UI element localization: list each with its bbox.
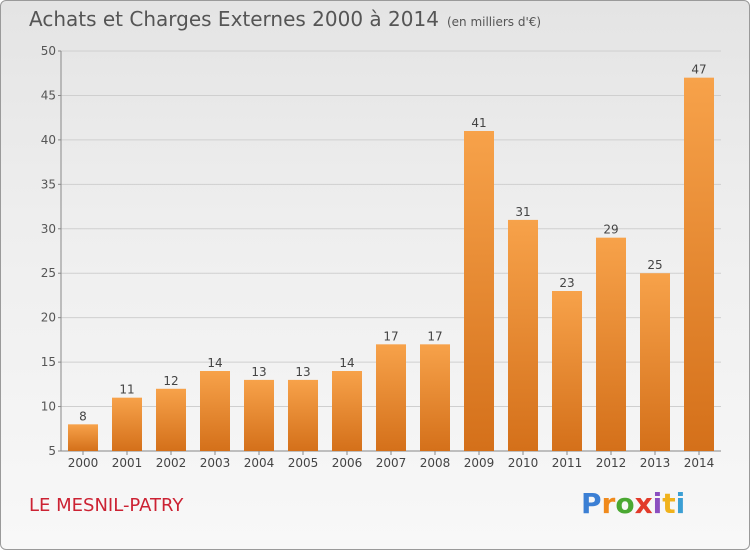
chart-title-text: Achats et Charges Externes 2000 à 2014 [29,7,439,31]
y-tick-label: 15 [41,355,56,369]
bar-value-label: 31 [515,205,530,219]
x-tick-label: 2002 [156,456,187,470]
bar-value-label: 11 [119,383,134,397]
bar [420,344,450,451]
unit-label: (en milliers d'€) [446,15,542,29]
bar-value-label: 12 [163,374,178,388]
x-tick-label: 2000 [68,456,99,470]
bars [68,77,714,452]
bar-value-label: 25 [647,258,662,272]
bar [244,379,274,451]
logo-letter: r [601,487,616,520]
bar [640,273,670,451]
x-tick-label: 2006 [332,456,363,470]
bar-value-label: 23 [559,276,574,290]
bar [376,344,406,451]
bar-value-label: 13 [295,365,310,379]
bar-value-label: 14 [207,356,222,370]
bar-value-label: 29 [603,223,618,237]
logo-letter: x [634,487,653,520]
y-tick-label: 10 [41,400,56,414]
y-tick-label: 40 [41,133,56,147]
bar-value-label: 17 [383,329,398,343]
bar [464,131,494,451]
x-tick-label: 2011 [552,456,583,470]
bar [552,291,582,451]
bar [112,397,142,451]
y-tick-label: 20 [41,311,56,325]
bar [68,424,98,451]
bar-value-label: 14 [339,356,354,370]
bar-value-label: 47 [691,63,706,77]
y-tick-label: 45 [41,88,56,102]
bar [156,388,186,451]
x-tick-label: 2014 [684,456,715,470]
logo-letter: i [675,487,686,520]
bar-value-label: 41 [471,116,486,130]
bar-value-label: 13 [251,365,266,379]
bar-value-label: 8 [79,409,87,423]
y-tick-label: 35 [41,177,56,191]
x-tick-label: 2007 [376,456,407,470]
logo-letter: t [662,487,676,520]
logo-letter: i [652,487,663,520]
x-tick-label: 2001 [112,456,143,470]
y-tick-label: 5 [48,444,56,458]
bar [200,371,230,451]
bar [508,219,538,451]
x-tick-label: 2003 [200,456,231,470]
x-tick-label: 2012 [596,456,627,470]
x-tick-label: 2005 [288,456,319,470]
logo-letter: P [581,487,602,520]
logo-letter: o [615,487,635,520]
bar [684,77,714,452]
commune-name: LE MESNIL-PATRY [29,495,184,516]
bar [288,379,318,451]
x-tick-label: 2004 [244,456,275,470]
proxiti-logo: Proxiti [581,487,685,520]
x-tick-label: 2009 [464,456,495,470]
y-tick-label: 50 [41,44,56,58]
bar-value-label: 17 [427,329,442,343]
y-tick-label: 25 [41,266,56,280]
y-tick-label: 30 [41,222,56,236]
bar [332,371,362,451]
x-tick-label: 2008 [420,456,451,470]
x-tick-label: 2010 [508,456,539,470]
labels: 5 10 15 20 25 30 35 40 45 50 8 2000 11 2001 12 2002 14 20… [41,44,715,470]
x-tick-label: 2013 [640,456,671,470]
chart-title: Achats et Charges Externes 2000 à 2014 (e… [29,7,541,31]
bar [596,237,626,451]
